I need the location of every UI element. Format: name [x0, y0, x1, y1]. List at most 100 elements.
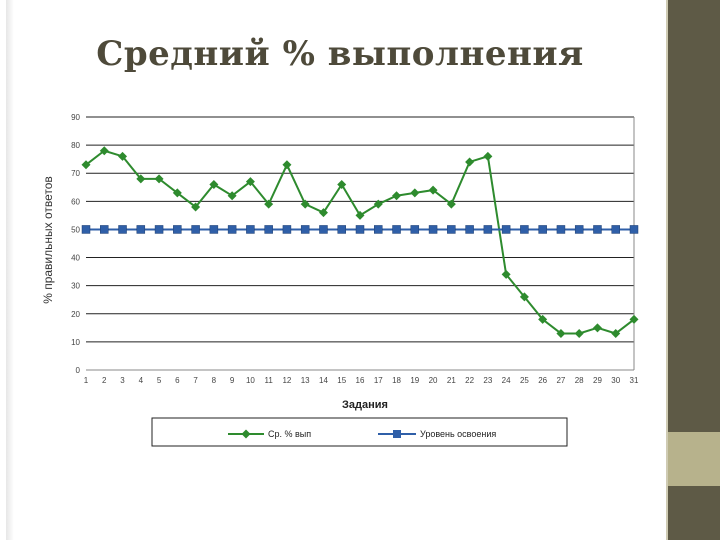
data-point: [574, 225, 584, 234]
data-point: [465, 157, 475, 167]
x-tick-label: 16: [356, 376, 365, 385]
y-tick-label: 90: [71, 113, 80, 122]
data-point: [373, 199, 383, 209]
data-point: [355, 210, 365, 220]
data-point: [556, 225, 566, 234]
chart-area: [40, 104, 644, 450]
data-point: [501, 269, 511, 279]
data-point: [81, 225, 91, 234]
data-point: [465, 225, 474, 234]
data-point: [136, 225, 146, 234]
data-point: [538, 225, 547, 234]
data-point: [264, 225, 273, 234]
x-tick-label: 4: [139, 376, 144, 385]
data-point: [246, 225, 255, 234]
data-point: [446, 199, 456, 209]
data-point: [592, 323, 602, 333]
y-tick-label: 50: [71, 225, 80, 234]
x-tick-label: 15: [337, 376, 346, 385]
x-tick-label: 14: [319, 376, 328, 385]
gridlines: [86, 116, 635, 371]
data-point: [428, 225, 438, 234]
data-point: [519, 292, 529, 302]
x-tick-labels: 1 2 3 4 5 6 7 8 9 10 11 12 13 14 15 16 17 18 19 20 21 22 23 24 2…: [84, 376, 639, 385]
data-point: [593, 225, 602, 234]
data-point: [483, 225, 493, 234]
x-tick-label: 26: [538, 376, 547, 385]
data-point: [374, 225, 383, 234]
x-tick-label: 20: [429, 376, 438, 385]
slide-sidebar-divider: [666, 0, 668, 540]
data-point: [392, 191, 402, 201]
x-tick-label: 9: [230, 376, 235, 385]
data-point: [245, 177, 255, 187]
x-tick-label: 25: [520, 376, 529, 385]
data-point: [410, 188, 420, 198]
x-tick-label: 29: [593, 376, 602, 385]
x-axis-label: Задания: [342, 399, 388, 411]
x-tick-label: 5: [157, 376, 162, 385]
x-tick-label: 22: [465, 376, 474, 385]
data-point: [556, 328, 566, 338]
x-tick-label: 23: [483, 376, 492, 385]
data-point: [264, 199, 274, 209]
data-point: [447, 225, 456, 234]
data-point: [629, 225, 639, 234]
data-point: [81, 160, 91, 170]
data-point: [355, 225, 365, 234]
y-tick-label: 20: [71, 310, 80, 319]
x-tick-label: 6: [175, 376, 180, 385]
x-tick-label: 3: [120, 376, 125, 385]
data-point: [118, 225, 127, 234]
legend-marker: [393, 430, 401, 438]
x-tick-label: 28: [575, 376, 584, 385]
data-point: [392, 225, 401, 234]
data-point: [410, 225, 420, 234]
data-point: [428, 185, 438, 195]
data-point: [227, 225, 237, 234]
x-tick-label: 21: [447, 376, 456, 385]
x-tick-label: 30: [611, 376, 620, 385]
x-tick-label: 12: [282, 376, 291, 385]
y-tick-labels: 0 10 20 30 40 50 60 70 80 90: [71, 113, 80, 375]
data-point: [520, 225, 529, 234]
y-tick-label: 70: [71, 169, 80, 178]
data-point: [300, 199, 310, 209]
data-point: [483, 151, 493, 161]
x-tick-label: 1: [84, 376, 89, 385]
data-point: [282, 160, 292, 170]
x-tick-label: 11: [265, 376, 274, 385]
x-tick-label: 7: [193, 376, 198, 385]
data-point: [172, 188, 182, 198]
y-tick-label: 0: [76, 366, 81, 375]
slide-title: Средний % выполнения: [96, 34, 584, 74]
x-tick-label: 19: [410, 376, 419, 385]
legend-label: Уровень освоения: [420, 429, 496, 439]
data-point: [611, 225, 620, 234]
data-point: [154, 225, 164, 234]
data-point: [191, 225, 200, 234]
y-tick-label: 30: [71, 282, 80, 291]
x-tick-label: 27: [556, 376, 565, 385]
series-group: [81, 146, 639, 338]
y-tick-label: 10: [71, 338, 80, 347]
y-axis-label: % правильных ответов: [41, 176, 55, 304]
data-point: [118, 151, 128, 161]
legend-marker: [241, 429, 251, 439]
data-point: [191, 202, 201, 212]
data-point: [282, 225, 292, 234]
legend-box: [151, 417, 568, 447]
slide-sidebar-band: [668, 432, 720, 486]
data-point: [100, 225, 109, 234]
data-point: [611, 328, 621, 338]
data-point: [629, 314, 639, 324]
x-tick-label: 10: [246, 376, 255, 385]
x-tick-label: 8: [212, 376, 217, 385]
data-point: [318, 208, 328, 218]
data-point: [300, 225, 310, 234]
x-tick-label: 24: [502, 376, 511, 385]
legend: Ср. % вып Уровень освоения: [151, 417, 568, 447]
data-point: [538, 314, 548, 324]
data-point: [337, 179, 347, 189]
y-tick-label: 80: [71, 141, 80, 150]
